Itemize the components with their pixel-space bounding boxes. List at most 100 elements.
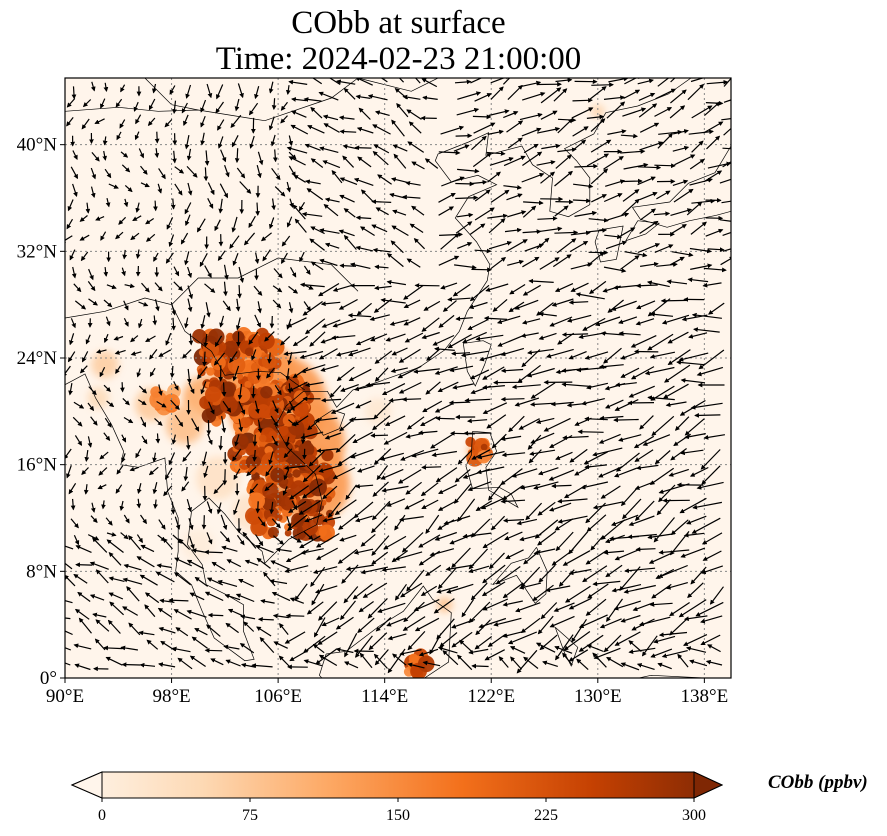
wind-arrow (318, 601, 338, 621)
lon-tick-label: 138°E (681, 686, 729, 707)
wind-arrow (316, 448, 337, 453)
wind-arrow (169, 365, 175, 379)
concentration-cell (207, 328, 225, 346)
wind-arrow (368, 632, 388, 651)
wind-arrow (586, 514, 607, 532)
wind-arrow (293, 415, 309, 426)
wind-arrow (309, 331, 326, 347)
wind-arrow (515, 602, 541, 613)
wind-arrow (225, 659, 241, 667)
wind-arrow (256, 626, 272, 637)
lon-tick-label: 106°E (254, 686, 302, 707)
wind-arrow (321, 397, 342, 403)
wind-arrow (279, 623, 289, 635)
wind-arrow (355, 400, 372, 409)
wind-arrow (502, 485, 524, 501)
wind-arrow (282, 486, 288, 496)
wind-arrow (98, 467, 108, 476)
wind-arrow (354, 515, 373, 523)
wind-arrow (285, 436, 290, 448)
wind-arrow (65, 647, 72, 651)
wind-arrow (152, 482, 158, 495)
wind-arrow (238, 418, 244, 433)
wind-arrow (255, 501, 261, 514)
wind-arrow (140, 416, 147, 428)
wind-arrow (692, 501, 723, 510)
wind-arrow (206, 532, 213, 545)
wind-arrow (114, 349, 126, 355)
wind-arrow (434, 531, 457, 541)
wind-arrow (336, 366, 355, 382)
lat-tick-label: 32°N (17, 241, 58, 262)
wind-arrow (267, 352, 272, 364)
wind-arrow (355, 483, 374, 489)
wind-arrow (174, 557, 192, 567)
wind-arrow (251, 663, 273, 668)
wind-arrow (283, 469, 290, 481)
lon-tick-label: 90°E (46, 686, 84, 707)
wind-arrow (553, 602, 575, 612)
wind-arrow (658, 484, 676, 503)
wind-arrow (357, 617, 375, 634)
wind-arrow (614, 467, 638, 478)
concentration-cell (268, 430, 278, 440)
wind-arrow (249, 483, 259, 494)
wind-arrow (511, 468, 538, 478)
wind-arrow (339, 534, 357, 542)
wind-arrow (311, 583, 325, 606)
wind-arrow (406, 416, 425, 430)
wind-arrow (339, 129, 357, 134)
wind-arrow (425, 381, 441, 395)
wind-arrow (622, 178, 643, 184)
wind-arrow (158, 662, 176, 668)
wind-arrow (202, 351, 207, 367)
wind-arrow (501, 452, 526, 458)
concentration-cell (325, 495, 332, 503)
wind-arrow (628, 515, 655, 527)
wind-arrow (598, 364, 624, 370)
wind-arrow (302, 465, 321, 483)
wind-arrow (273, 535, 285, 545)
wind-arrow (635, 546, 656, 552)
wind-arrow (92, 612, 107, 618)
wind-arrow (188, 518, 194, 531)
wind-arrow (700, 565, 723, 575)
wind-arrow (68, 382, 73, 396)
wind-arrow (657, 662, 672, 670)
wind-vectors (65, 78, 731, 674)
wind-arrow (234, 148, 240, 164)
wind-arrow (413, 368, 440, 374)
wind-arrow (271, 435, 278, 447)
concentration-cell (244, 380, 252, 389)
wind-arrow (654, 163, 676, 169)
wind-arrow (65, 662, 71, 666)
wind-arrow (177, 657, 193, 670)
wind-arrow (271, 98, 277, 111)
wind-arrow (335, 433, 356, 453)
wind-arrow (158, 519, 166, 530)
wind-arrow (628, 385, 655, 398)
wind-arrow (360, 533, 376, 547)
wind-arrow (470, 518, 491, 538)
wind-arrow (101, 500, 106, 510)
wind-arrow (163, 485, 173, 497)
wind-arrow (387, 633, 407, 641)
wind-arrow (592, 580, 621, 587)
wind-arrow (691, 517, 721, 534)
wind-arrow (283, 448, 293, 459)
wind-arrow (668, 468, 689, 477)
wind-arrow (648, 552, 674, 564)
wind-arrow (638, 616, 671, 627)
wind-arrow (255, 534, 264, 547)
wind-arrow (362, 582, 388, 598)
wind-arrow (234, 434, 240, 447)
wind-arrow (580, 481, 609, 490)
wind-arrow (73, 573, 88, 584)
wind-arrow (220, 514, 228, 531)
wind-arrow (650, 385, 675, 401)
wind-arrow (373, 653, 388, 669)
wind-arrow (130, 335, 139, 343)
wind-arrow (73, 643, 92, 650)
colorbar-tick-label: 300 (682, 807, 706, 824)
wind-arrow (421, 331, 440, 340)
